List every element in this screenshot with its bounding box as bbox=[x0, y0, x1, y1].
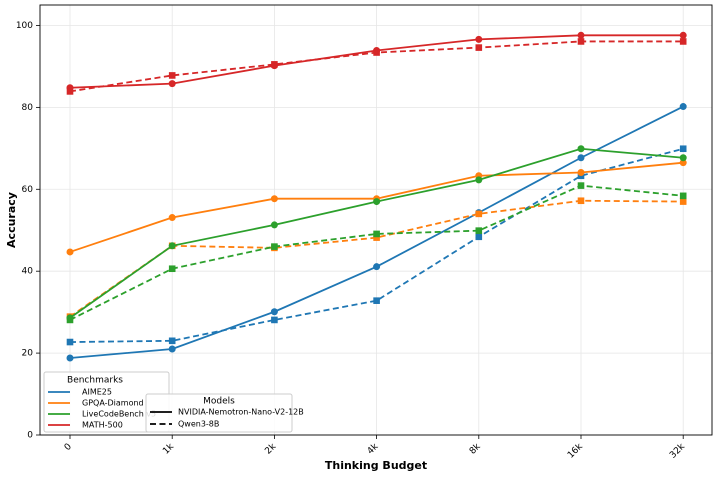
data-point bbox=[475, 35, 483, 43]
data-point bbox=[271, 61, 278, 68]
data-point bbox=[679, 154, 687, 162]
y-tick-label: 100 bbox=[16, 21, 33, 31]
data-point bbox=[577, 145, 585, 153]
data-point bbox=[373, 49, 380, 56]
data-point bbox=[168, 214, 176, 222]
data-point bbox=[270, 221, 278, 229]
plot-frame bbox=[39, 4, 713, 436]
x-tick-label: 2k bbox=[263, 441, 278, 456]
x-tick-label: 16k bbox=[566, 441, 585, 460]
x-tick-label: 4k bbox=[366, 441, 381, 456]
data-point bbox=[168, 80, 176, 88]
data-point bbox=[679, 103, 687, 111]
x-tick-label: 8k bbox=[468, 441, 483, 456]
data-point bbox=[66, 88, 74, 95]
data-point bbox=[66, 338, 74, 346]
y-tick-label: 60 bbox=[22, 185, 34, 195]
data-point bbox=[66, 316, 74, 324]
y-tick-label: 0 bbox=[27, 431, 33, 441]
legend-title: Models bbox=[203, 397, 235, 407]
data-point bbox=[271, 243, 278, 250]
data-point bbox=[679, 159, 687, 167]
data-point bbox=[679, 198, 687, 205]
data-point bbox=[168, 345, 176, 353]
legend-box bbox=[145, 393, 293, 433]
data-point bbox=[271, 316, 278, 324]
y-axis-label: Accuracy bbox=[5, 192, 18, 248]
data-point bbox=[168, 242, 176, 250]
data-point bbox=[577, 154, 585, 162]
x-tick-label: 32k bbox=[668, 441, 687, 460]
data-point bbox=[475, 44, 483, 51]
data-point bbox=[270, 195, 278, 203]
data-point bbox=[577, 182, 585, 189]
data-point bbox=[475, 210, 483, 218]
data-point bbox=[475, 176, 483, 184]
data-point bbox=[475, 233, 483, 241]
data-point bbox=[679, 38, 687, 45]
data-point bbox=[168, 337, 176, 345]
data-point bbox=[168, 265, 176, 273]
x-axis-label: Thinking Budget bbox=[325, 459, 427, 472]
data-point bbox=[679, 145, 687, 153]
data-point bbox=[577, 38, 585, 45]
data-point bbox=[66, 354, 74, 362]
y-tick-label: 40 bbox=[22, 267, 34, 277]
legend-label: GPQA-Diamond bbox=[82, 399, 144, 408]
data-point bbox=[577, 31, 585, 39]
data-point bbox=[577, 168, 585, 176]
data-point bbox=[373, 234, 380, 241]
x-tick-label: 0 bbox=[63, 442, 74, 453]
data-point bbox=[373, 297, 380, 304]
data-point bbox=[679, 192, 687, 200]
data-point bbox=[373, 198, 381, 206]
legend-label: AIME25 bbox=[82, 388, 112, 397]
legend-label: NVIDIA-Nemotron-Nano-V2-12B bbox=[178, 408, 304, 417]
legend-label: LiveCodeBench v5 bbox=[82, 410, 156, 419]
legend-title: Benchmarks bbox=[67, 376, 123, 386]
data-point bbox=[66, 248, 74, 256]
legend-label: MATH-500 bbox=[82, 421, 123, 430]
legend: Benchmarks AIME25 GPQA-Diamond LiveCodeBenc… bbox=[43, 371, 170, 433]
y-tick-label: 20 bbox=[22, 349, 34, 359]
data-point bbox=[168, 72, 176, 79]
y-tick-label: 80 bbox=[22, 103, 34, 113]
data-point bbox=[270, 308, 278, 316]
data-point bbox=[373, 263, 381, 271]
legend-label: Qwen3-8B bbox=[178, 420, 219, 429]
data-point bbox=[577, 197, 585, 205]
data-point bbox=[475, 227, 483, 234]
data-point bbox=[679, 31, 687, 39]
data-point bbox=[373, 230, 380, 238]
x-tick-label: 1k bbox=[161, 441, 176, 456]
